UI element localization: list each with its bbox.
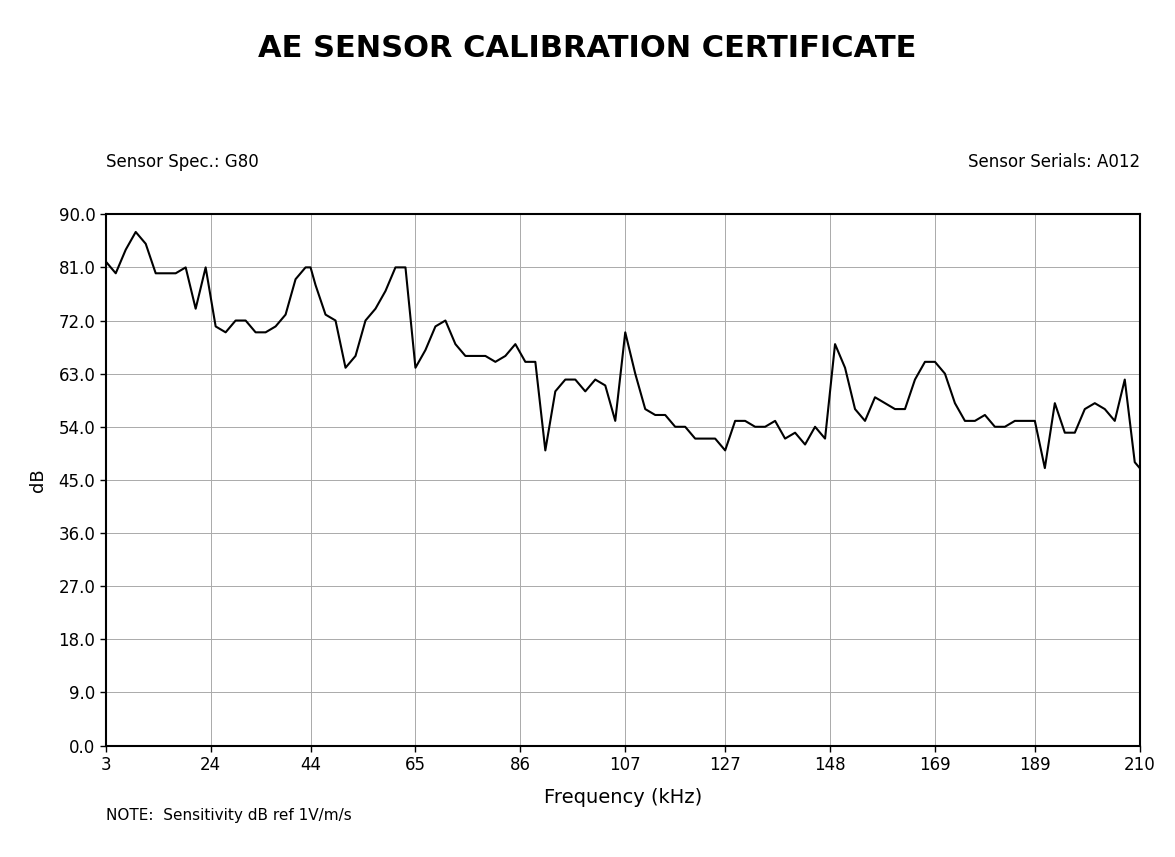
Text: NOTE:  Sensitivity dB ref 1V/m/s: NOTE: Sensitivity dB ref 1V/m/s: [106, 807, 351, 823]
Y-axis label: dB: dB: [29, 468, 47, 492]
Text: AE SENSOR CALIBRATION CERTIFICATE: AE SENSOR CALIBRATION CERTIFICATE: [258, 34, 917, 63]
X-axis label: Frequency (kHz): Frequency (kHz): [544, 788, 701, 807]
Text: Sensor Spec.: G80: Sensor Spec.: G80: [106, 153, 258, 171]
Text: Sensor Serials: A012: Sensor Serials: A012: [968, 153, 1140, 171]
